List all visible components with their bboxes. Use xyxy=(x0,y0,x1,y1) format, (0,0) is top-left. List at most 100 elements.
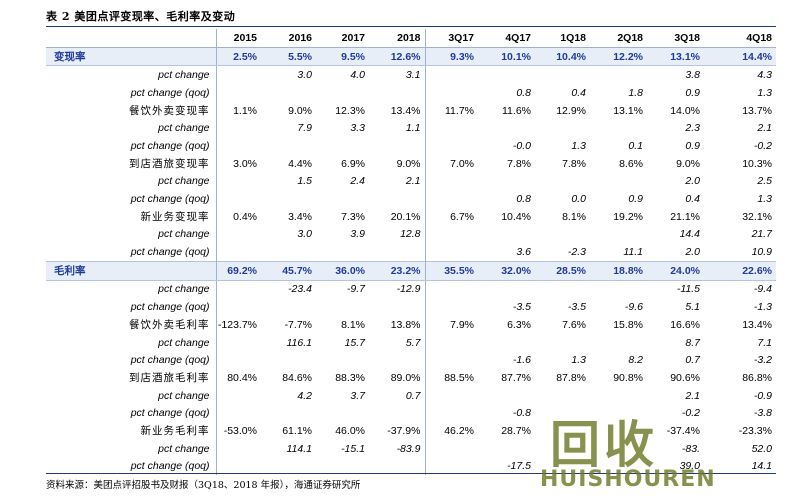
value-cell xyxy=(316,243,369,261)
value-cell: 9.0% xyxy=(288,104,312,117)
row-label: 新业务毛利率 xyxy=(46,422,217,440)
value-cell xyxy=(369,404,426,423)
value-cell: 2.1 xyxy=(685,389,700,402)
change-row: pct change 1.5 2.4 2.1 2.0 2.5 xyxy=(46,172,776,191)
value-cell: 35.5% xyxy=(425,260,478,281)
value-cell: 1.3 xyxy=(571,354,586,367)
value-cell xyxy=(425,387,478,405)
row-label: 毛利率 xyxy=(46,260,217,281)
value-cell: -11.5 xyxy=(676,283,700,296)
header-cell: 4Q17 xyxy=(478,29,535,48)
value-cell: 4.0 xyxy=(350,69,365,82)
value-cell: 3.1 xyxy=(369,65,426,85)
value-cell xyxy=(261,404,316,422)
value-cell xyxy=(216,66,261,84)
value-cell xyxy=(216,404,261,422)
value-cell: 32.0% xyxy=(478,260,535,281)
value-cell: 0.4% xyxy=(233,210,257,223)
value-cell: 9.3% xyxy=(425,46,478,67)
value-cell xyxy=(261,137,316,155)
value-cell: 3.3 xyxy=(350,122,365,135)
value-cell: 32.1% xyxy=(742,210,772,223)
change-row: pct change (qoq) 0.8 0.4 1.8 0.9 1.3 xyxy=(46,84,776,102)
value-cell: 7.9 xyxy=(297,122,312,135)
value-cell: 19.2% xyxy=(613,210,643,223)
value-cell: 8.6% xyxy=(619,157,643,170)
value-cell xyxy=(478,334,535,352)
value-cell xyxy=(425,173,478,191)
value-cell: -37.9% xyxy=(369,422,426,440)
value-cell: 10.4% xyxy=(501,210,531,223)
value-cell xyxy=(535,280,590,298)
value-cell xyxy=(425,137,478,155)
value-cell: 2.1 xyxy=(369,172,426,191)
value-cell: -0.2 xyxy=(681,407,700,420)
data-table: 2015 2016 2017 2018 3Q17 4Q17 1Q18 2Q18 … xyxy=(46,29,776,476)
value-cell: 52.0 xyxy=(751,442,772,455)
value-cell: -1.3 xyxy=(753,301,772,314)
value-cell: 13.1% xyxy=(647,46,704,67)
value-cell xyxy=(216,190,261,208)
value-cell: 9.5% xyxy=(316,46,369,67)
value-cell: 1.8 xyxy=(628,86,643,99)
value-cell: 9.0% xyxy=(676,157,700,170)
value-cell: 88.5% xyxy=(444,371,474,384)
table-title: 表 2 美团点评变现率、毛利率及变动 xyxy=(46,10,236,23)
value-cell: 84.6% xyxy=(282,371,312,384)
value-cell: 13.7% xyxy=(742,104,772,117)
change-row: pct change (qoq) -1.6 1.3 8.2 0.7 -3.2 xyxy=(46,351,776,370)
value-cell: -12.9 xyxy=(369,280,426,299)
row-label: pct change (qoq) xyxy=(46,298,217,316)
value-cell xyxy=(535,226,590,244)
value-cell: 15.8% xyxy=(613,318,643,331)
row-label: pct change (qoq) xyxy=(46,404,217,423)
header-cell xyxy=(46,29,217,48)
metric-row: 餐饮外卖变现率 1.1% 9.0% 12.3% 13.4% 11.7% 11.6% 12.9%… xyxy=(46,101,776,120)
value-cell: 4.3 xyxy=(757,69,772,82)
value-cell xyxy=(590,173,647,191)
value-cell: -2.3 xyxy=(567,246,586,259)
value-cell: -17.5 xyxy=(507,460,531,473)
value-cell: 0.9 xyxy=(628,193,643,206)
value-cell: -9.6 xyxy=(624,301,643,314)
value-cell xyxy=(316,84,369,102)
value-cell: 4.2 xyxy=(297,389,312,402)
value-cell xyxy=(590,226,647,244)
header-cell: 1Q18 xyxy=(535,29,590,48)
value-cell: 3.8 xyxy=(685,69,700,82)
value-cell xyxy=(216,226,261,244)
value-cell xyxy=(590,280,647,298)
value-cell: 0.4 xyxy=(685,193,700,206)
change-row: pct change (qoq) -3.5 -3.5 -9.6 5.1 -1.3 xyxy=(46,298,776,316)
value-cell: 2.1 xyxy=(757,122,772,135)
value-cell: 13.8% xyxy=(369,316,426,334)
value-cell: 0.8 xyxy=(516,193,531,206)
value-cell: 3.6 xyxy=(516,246,531,259)
value-cell xyxy=(535,173,590,191)
value-cell: 1.3 xyxy=(757,193,772,206)
value-cell: -53.0% xyxy=(223,424,257,437)
value-cell: 6.9% xyxy=(341,157,365,170)
row-label: 新业务变现率 xyxy=(46,207,217,226)
value-cell: 5.5% xyxy=(261,46,316,67)
value-cell: 14.1 xyxy=(751,460,772,473)
value-cell: 39.0 xyxy=(679,460,700,473)
value-cell: 8.1% xyxy=(341,318,365,331)
value-cell: 89.0% xyxy=(369,369,426,387)
value-cell: -37.4% xyxy=(666,424,700,437)
value-cell: 15.7 xyxy=(344,336,365,349)
value-cell: 116.1 xyxy=(286,336,313,349)
value-cell: 12.6% xyxy=(369,46,426,67)
value-cell: 0.9 xyxy=(685,86,700,99)
value-cell xyxy=(425,190,478,208)
value-cell: 3.4% xyxy=(288,210,312,223)
row-label: pct change xyxy=(46,439,217,458)
change-row: pct change 3.0 4.0 3.1 3.8 4.3 xyxy=(46,65,776,85)
value-cell: -3.2 xyxy=(753,354,772,367)
row-label: pct change xyxy=(46,65,217,85)
value-cell: 20.1% xyxy=(369,207,426,226)
change-row: pct change (qoq) 0.8 0.0 0.9 0.4 1.3 xyxy=(46,190,776,208)
value-cell: 14.4% xyxy=(704,46,776,67)
value-cell: 22.6% xyxy=(704,260,776,281)
value-cell: 3.9 xyxy=(350,228,365,241)
